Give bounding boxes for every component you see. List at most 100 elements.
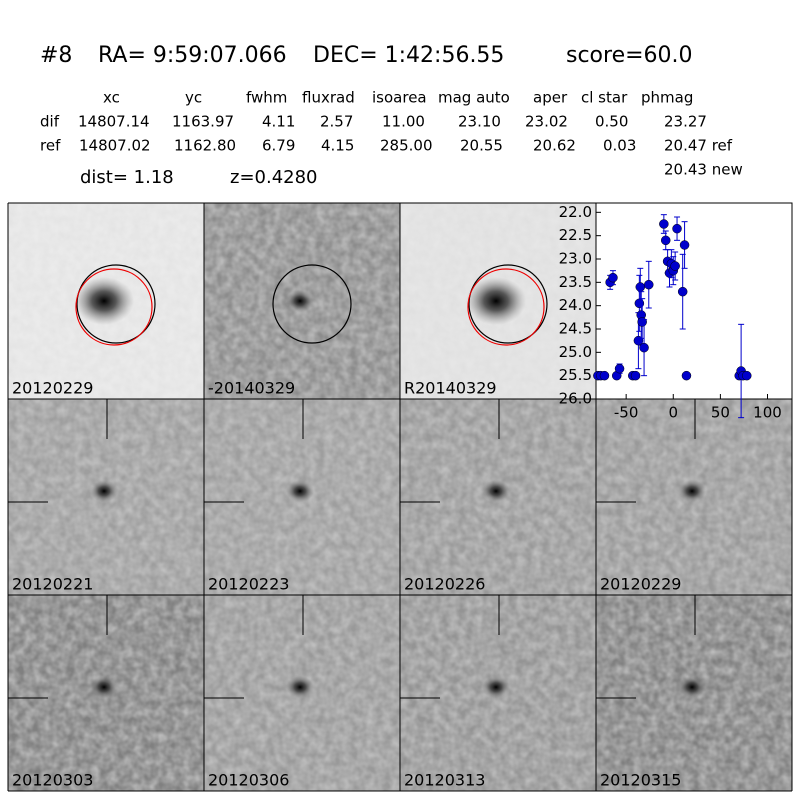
- image-panel: 20120221: [8, 399, 204, 595]
- y-tick-label: 25.0: [559, 343, 592, 361]
- table-cell: 4.11: [262, 113, 295, 131]
- image-panel: 20120315: [596, 595, 792, 791]
- image-panel: -20140329: [204, 203, 400, 399]
- table-cell: 14807.02: [79, 137, 151, 155]
- point: [679, 240, 690, 250]
- point: [672, 223, 682, 234]
- point: [614, 363, 625, 374]
- table-cell: 6.79: [262, 137, 295, 155]
- point: [637, 317, 647, 327]
- score: score=60.0: [566, 43, 693, 68]
- aperture: [468, 264, 548, 344]
- point: [681, 370, 692, 381]
- panel-label: 20120229: [600, 575, 681, 594]
- source: [286, 479, 315, 503]
- source: [482, 675, 511, 699]
- point: [677, 286, 688, 297]
- table-cell: 23.27: [664, 113, 707, 131]
- image-panel: 20120306: [204, 595, 400, 791]
- panel-label: 20120313: [404, 771, 485, 790]
- table-cell: ref: [40, 137, 61, 155]
- source: [286, 289, 315, 313]
- table-cell: 0.50: [595, 113, 628, 131]
- source: [482, 479, 511, 503]
- new-mag: 20.43 new: [664, 161, 743, 179]
- table-cell: 23.02: [525, 113, 568, 131]
- image-panel: 20120229: [596, 399, 792, 595]
- column-header: isoarea: [372, 89, 427, 107]
- aperture: [76, 264, 156, 344]
- source: [678, 479, 707, 503]
- panel-label: 20120223: [208, 575, 289, 594]
- table-cell: 1162.80: [174, 137, 236, 155]
- y-tick-label: 23.5: [559, 273, 592, 291]
- panel-label: 20120226: [404, 575, 485, 594]
- source: [90, 479, 119, 503]
- table-cell: 285.00: [380, 137, 433, 155]
- column-header: fluxrad: [302, 89, 355, 107]
- y-tick-label: 22.0: [559, 203, 592, 221]
- panel-label: 20120303: [12, 771, 93, 790]
- image-panel: 20120229: [8, 203, 204, 399]
- column-header: cl star: [581, 89, 628, 107]
- y-tick-label: 26.0: [559, 390, 592, 408]
- point: [599, 370, 610, 381]
- y-tick-label: 25.5: [559, 366, 592, 384]
- point: [635, 282, 646, 292]
- x-tick-label: 100: [753, 404, 782, 422]
- plot-area: [595, 202, 793, 400]
- y-tick-label: 23.0: [559, 250, 592, 268]
- dist: dist= 1.18: [80, 167, 174, 188]
- point: [742, 370, 752, 381]
- table-cell: dif: [40, 113, 60, 131]
- table-cell: 23.10: [458, 113, 501, 131]
- point: [639, 342, 649, 353]
- image-panel: R20140329: [400, 203, 596, 399]
- table-cell: 0.03: [603, 137, 636, 155]
- panel-label: 20120306: [208, 771, 289, 790]
- panel-label: 20120221: [12, 575, 93, 594]
- column-header: fwhm: [246, 89, 287, 107]
- panel-label: 20120315: [600, 771, 681, 790]
- column-header: mag auto: [438, 89, 510, 107]
- image-panel: 20120303: [8, 595, 204, 791]
- source: [90, 675, 119, 699]
- point: [659, 219, 669, 229]
- y-tick-label: 22.5: [559, 226, 592, 244]
- point: [644, 279, 654, 290]
- column-header: phmag: [641, 89, 693, 107]
- table-cell: 20.62: [533, 137, 576, 155]
- redshift: z=0.4280: [230, 167, 318, 188]
- image-panel: 20120313: [400, 595, 596, 791]
- column-header: xc: [103, 89, 120, 107]
- table-cell: 4.15: [321, 137, 354, 155]
- x-tick-label: -50: [614, 404, 639, 422]
- image-panel: 20120223: [204, 399, 400, 595]
- table-cell: 1163.97: [172, 113, 234, 131]
- panel-label: -20140329: [208, 379, 295, 398]
- source: [678, 675, 707, 699]
- aperture: [272, 264, 352, 344]
- point: [630, 370, 641, 381]
- x-tick-label: 0: [668, 404, 678, 422]
- y-tick-label: 24.0: [559, 296, 592, 314]
- source: [466, 277, 527, 325]
- candidate-id: #8: [40, 43, 72, 68]
- panel-label: 20120229: [12, 379, 93, 398]
- table-cell: 20.55: [460, 137, 503, 155]
- table-cell: 2.57: [320, 113, 353, 131]
- column-header: yc: [185, 89, 202, 107]
- table-cell: 20.47 ref: [664, 137, 733, 155]
- dec: DEC= 1:42:56.55: [313, 43, 504, 68]
- table-cell: 14807.14: [78, 113, 150, 131]
- x-tick-label: 50: [711, 404, 730, 422]
- table-cell: 11.00: [382, 113, 425, 131]
- image-panel: 20120226: [400, 399, 596, 595]
- y-tick-label: 24.5: [559, 320, 592, 338]
- ref-aperture: [467, 268, 545, 346]
- point: [670, 261, 680, 271]
- source: [74, 277, 135, 325]
- panel-label: R20140329: [404, 379, 497, 398]
